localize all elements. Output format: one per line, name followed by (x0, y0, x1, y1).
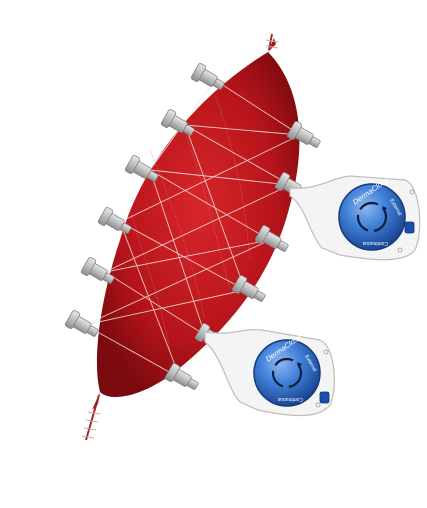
wound-area (81, 33, 300, 441)
device-bottom-text-lower: Continuous (277, 396, 303, 402)
release-button-upper[interactable] (404, 221, 415, 234)
release-button-lower[interactable] (319, 391, 330, 404)
tension-device-upper: DermaClose External Continuous (289, 175, 421, 261)
device-bottom-text-upper: Continuous (362, 240, 388, 246)
tension-device-lower: DermaClose External Continuous (204, 329, 335, 417)
tension-lines (84, 79, 301, 379)
tension-dial-lower (253, 339, 321, 407)
tension-dial-upper (338, 183, 406, 251)
